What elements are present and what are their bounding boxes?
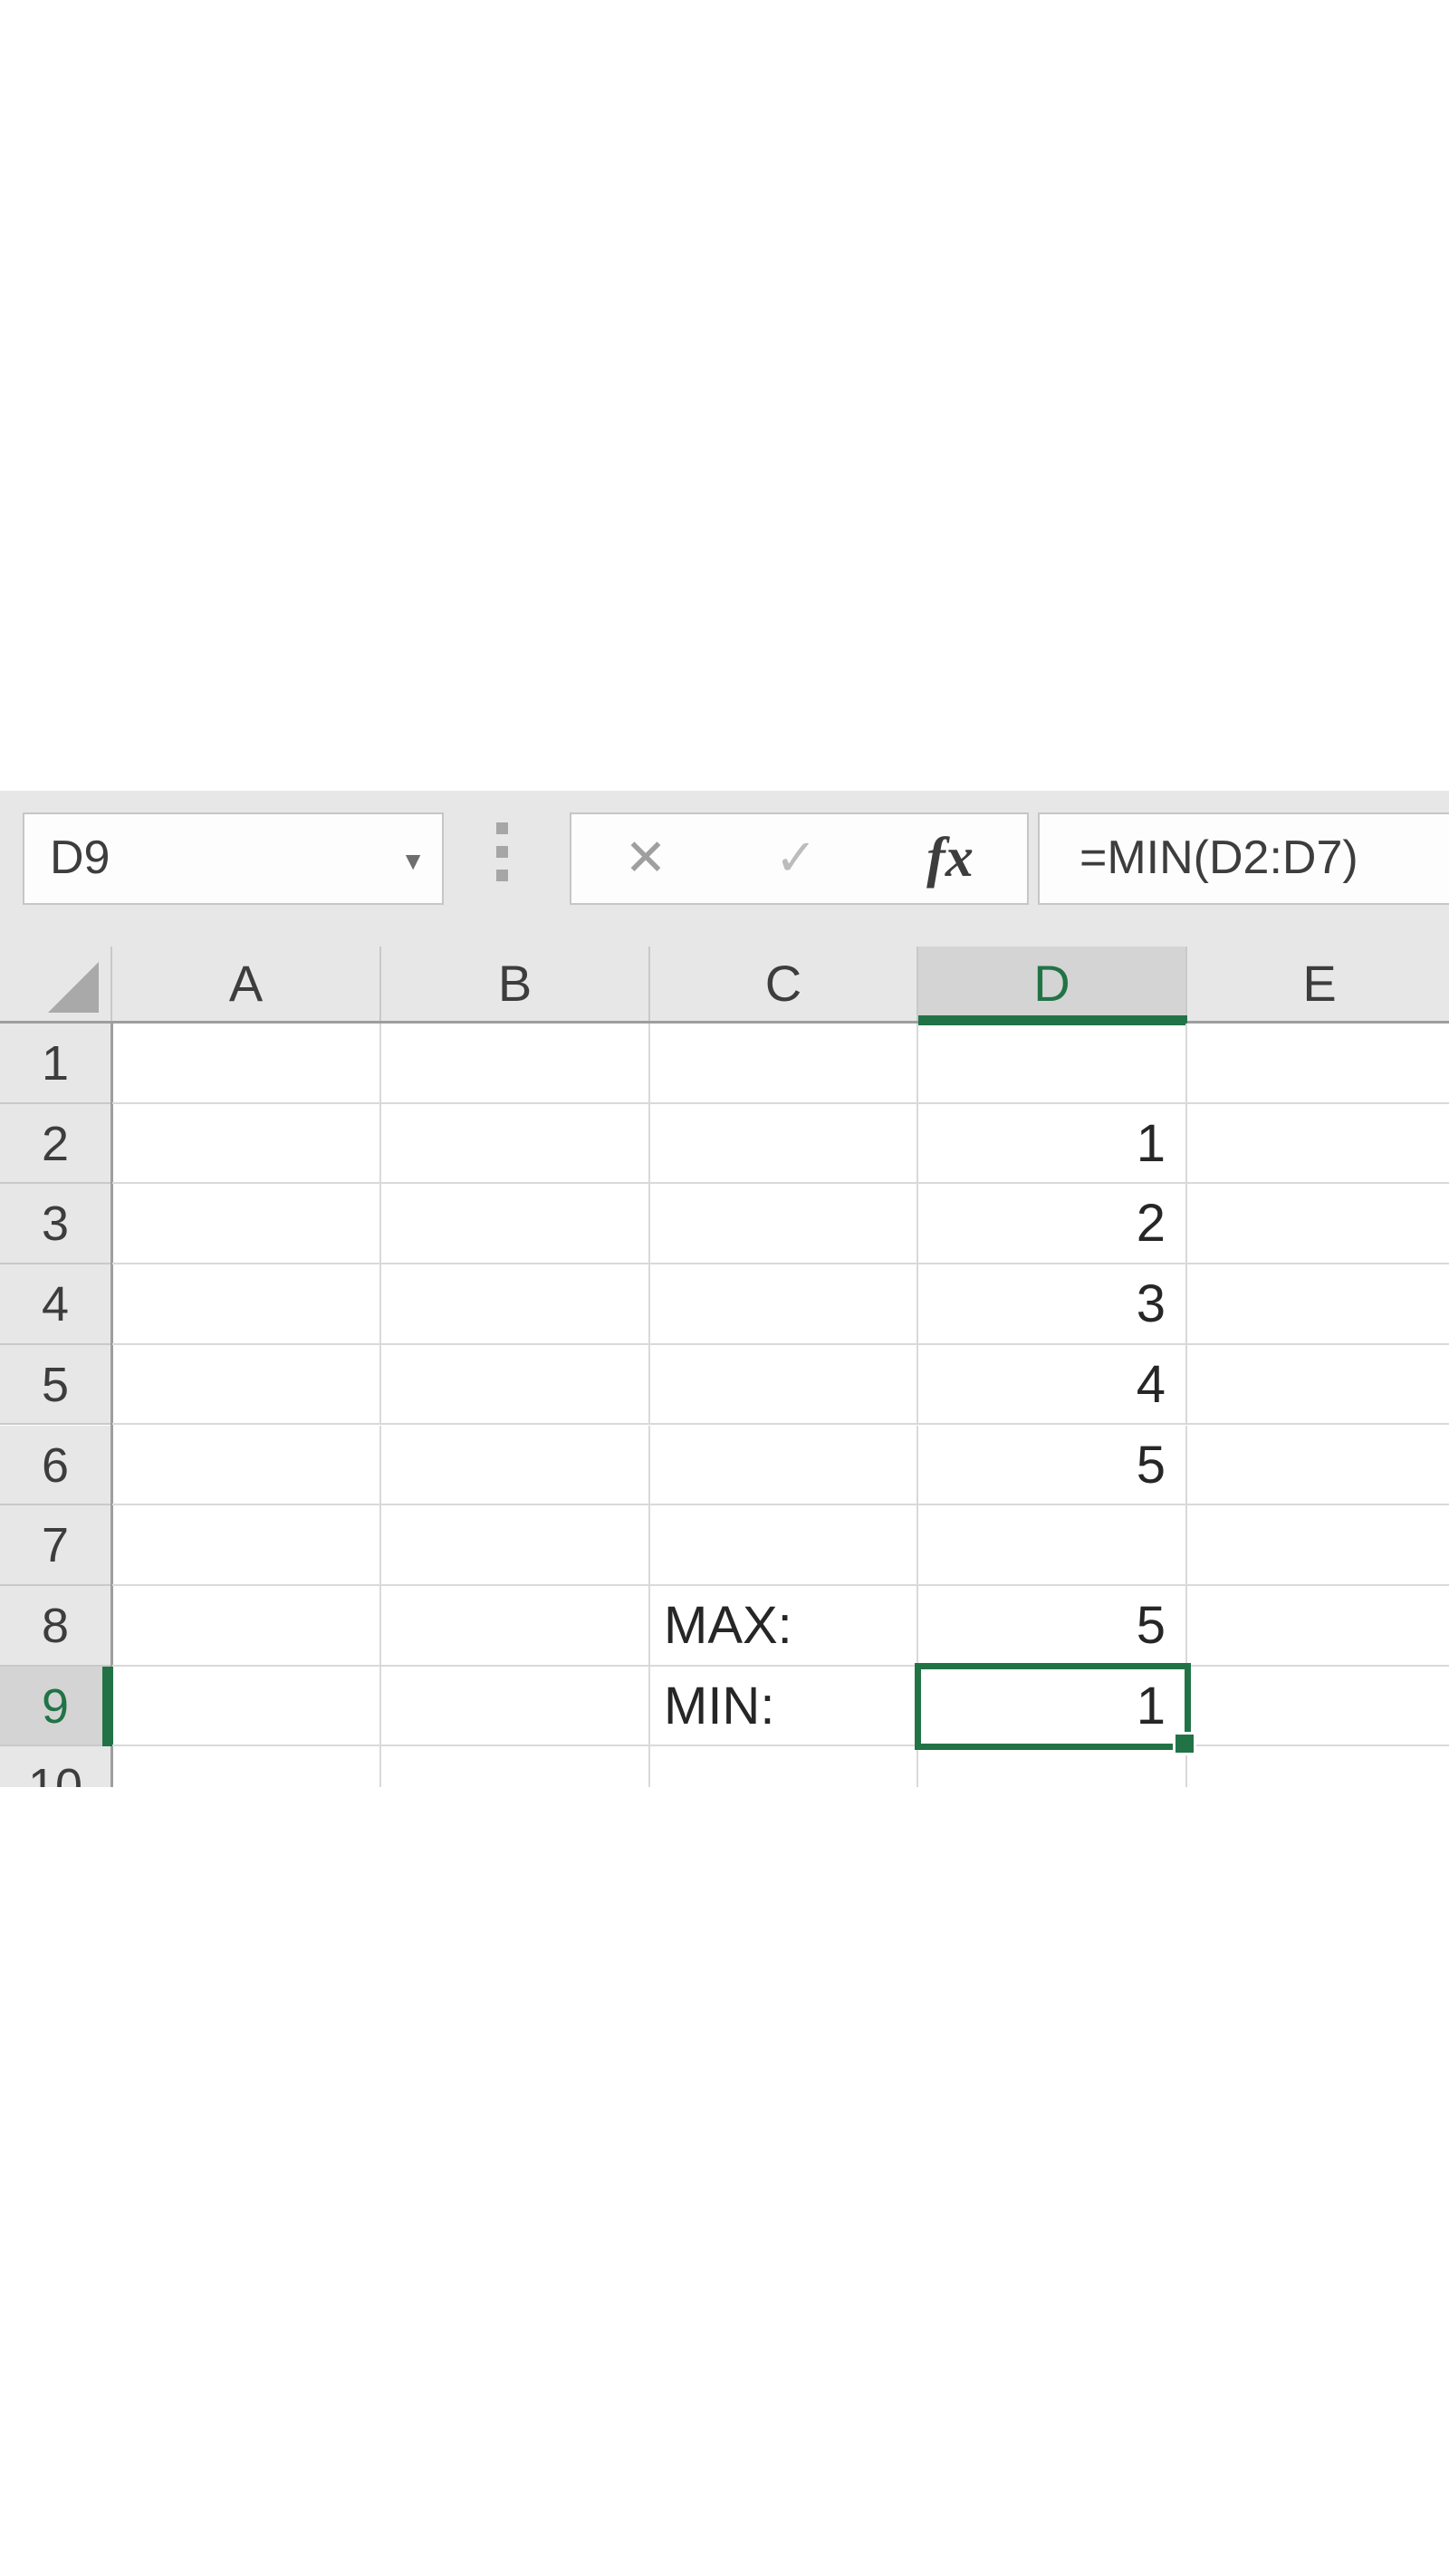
cell-C5[interactable] bbox=[650, 1344, 918, 1426]
cell-E1[interactable] bbox=[1187, 1024, 1449, 1104]
enter-check-icon[interactable]: ✓ bbox=[774, 829, 818, 886]
formula-bar-buttons: ✕ ✓ fx bbox=[570, 812, 1029, 905]
cell-E9[interactable] bbox=[1187, 1667, 1449, 1747]
cell-A5[interactable] bbox=[112, 1344, 381, 1426]
row-header-1[interactable]: 1 bbox=[0, 1024, 110, 1104]
cell-B8[interactable] bbox=[381, 1585, 650, 1667]
cell-B1[interactable] bbox=[381, 1024, 650, 1104]
cell-E10[interactable] bbox=[1187, 1746, 1449, 1787]
cell-A4[interactable] bbox=[112, 1264, 381, 1345]
selected-row-accent bbox=[102, 1666, 113, 1747]
cell-A1[interactable] bbox=[112, 1024, 381, 1104]
name-box-value: D9 bbox=[50, 831, 110, 884]
row-header-9[interactable]: 9 bbox=[0, 1666, 110, 1747]
cell-D5[interactable]: 4 bbox=[918, 1344, 1187, 1426]
cell-E2[interactable] bbox=[1187, 1104, 1449, 1185]
cell-B7[interactable] bbox=[381, 1505, 650, 1586]
cell-B10[interactable] bbox=[381, 1746, 650, 1787]
cell-A3[interactable] bbox=[112, 1184, 381, 1265]
cell-A10[interactable] bbox=[112, 1746, 381, 1787]
cell-E8[interactable] bbox=[1187, 1586, 1449, 1667]
cancel-icon[interactable]: ✕ bbox=[624, 829, 667, 886]
cell-E5[interactable] bbox=[1187, 1345, 1449, 1426]
row-header-5[interactable]: 5 bbox=[0, 1344, 110, 1426]
cell-E3[interactable] bbox=[1187, 1184, 1449, 1265]
row-header-8[interactable]: 8 bbox=[0, 1585, 110, 1667]
cell-cursor[interactable] bbox=[915, 1662, 1191, 1751]
cell-D6[interactable]: 5 bbox=[918, 1425, 1187, 1506]
formula-input[interactable]: =MIN(D2:D7) bbox=[1038, 812, 1449, 905]
selected-column-underline bbox=[918, 1015, 1187, 1025]
cell-B2[interactable] bbox=[381, 1103, 650, 1185]
cell-C7[interactable] bbox=[650, 1505, 918, 1586]
cell-A9[interactable] bbox=[112, 1666, 381, 1747]
column-header-divider bbox=[0, 1021, 1449, 1024]
row-header-4[interactable]: 4 bbox=[0, 1264, 110, 1345]
cell-B3[interactable] bbox=[381, 1184, 650, 1265]
row-header-3[interactable]: 3 bbox=[0, 1184, 110, 1265]
column-header-A[interactable]: A bbox=[112, 947, 381, 1021]
cell-D10[interactable] bbox=[918, 1746, 1187, 1787]
cell-C3[interactable] bbox=[650, 1184, 918, 1265]
column-header-C[interactable]: C bbox=[650, 947, 918, 1021]
cell-D7[interactable] bbox=[918, 1505, 1187, 1586]
cell-B9[interactable] bbox=[381, 1666, 650, 1747]
formula-bar-separator-dots bbox=[496, 822, 508, 881]
cell-C9[interactable]: MIN: bbox=[650, 1666, 918, 1747]
cell-B6[interactable] bbox=[381, 1425, 650, 1506]
fill-handle[interactable] bbox=[1173, 1732, 1196, 1756]
select-all-triangle-icon bbox=[48, 962, 99, 1013]
cell-D1[interactable] bbox=[918, 1024, 1187, 1104]
cell-D4[interactable]: 3 bbox=[918, 1264, 1187, 1345]
name-box-dropdown-icon[interactable]: ▼ bbox=[400, 847, 426, 875]
name-box[interactable]: D9 ▼ bbox=[23, 812, 444, 905]
row-header-6[interactable]: 6 bbox=[0, 1425, 110, 1506]
column-header-B[interactable]: B bbox=[381, 947, 650, 1021]
cell-D3[interactable]: 2 bbox=[918, 1184, 1187, 1265]
cell-E4[interactable] bbox=[1187, 1264, 1449, 1345]
dot-icon bbox=[496, 822, 508, 834]
cell-C1[interactable] bbox=[650, 1024, 918, 1104]
row-header-7[interactable]: 7 bbox=[0, 1505, 110, 1586]
row-header-10[interactable]: 10 bbox=[0, 1746, 110, 1787]
cell-E7[interactable] bbox=[1187, 1505, 1449, 1586]
cell-C2[interactable] bbox=[650, 1103, 918, 1185]
spreadsheet: D9 ▼ ✕ ✓ fx =MIN(D2:D7) A B C D E 1 2 3 4 5 6 7 8 9 10… bbox=[0, 791, 1449, 1787]
cell-B5[interactable] bbox=[381, 1344, 650, 1426]
dot-icon bbox=[496, 846, 508, 858]
insert-function-fx-icon[interactable]: fx bbox=[926, 827, 974, 889]
column-header-D[interactable]: D bbox=[918, 947, 1187, 1021]
cell-A7[interactable] bbox=[112, 1505, 381, 1586]
cell-A2[interactable] bbox=[112, 1103, 381, 1185]
cell-A6[interactable] bbox=[112, 1425, 381, 1506]
cell-C8[interactable]: MAX: bbox=[650, 1585, 918, 1667]
formula-text: =MIN(D2:D7) bbox=[1080, 831, 1358, 884]
cell-B4[interactable] bbox=[381, 1264, 650, 1345]
row-header-2[interactable]: 2 bbox=[0, 1103, 110, 1185]
select-all-button[interactable] bbox=[0, 947, 112, 1021]
row-header-divider bbox=[110, 1024, 113, 1787]
cell-C4[interactable] bbox=[650, 1264, 918, 1345]
cell-D2[interactable]: 1 bbox=[918, 1103, 1187, 1185]
cell-E6[interactable] bbox=[1187, 1426, 1449, 1506]
cell-D8[interactable]: 5 bbox=[918, 1585, 1187, 1667]
column-header-E[interactable]: E bbox=[1187, 947, 1449, 1021]
cell-C10[interactable] bbox=[650, 1746, 918, 1787]
dot-icon bbox=[496, 870, 508, 881]
cell-A8[interactable] bbox=[112, 1585, 381, 1667]
cell-C6[interactable] bbox=[650, 1425, 918, 1506]
